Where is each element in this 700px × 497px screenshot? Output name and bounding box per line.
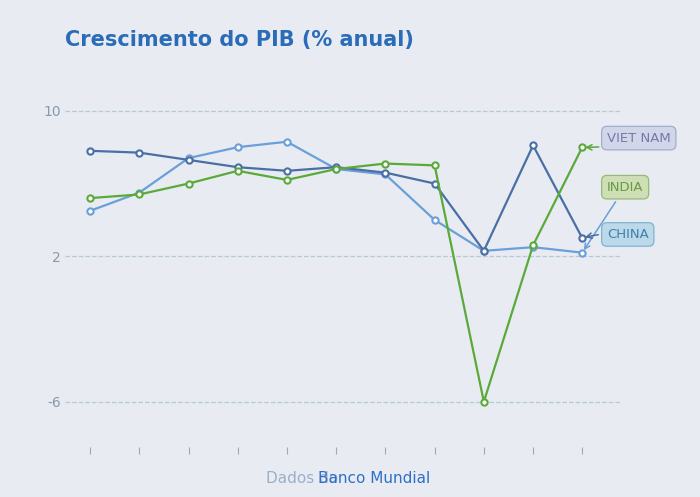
Text: Crescimento do PIB (% anual): Crescimento do PIB (% anual): [66, 30, 414, 50]
Text: VIET NAM: VIET NAM: [587, 132, 671, 150]
Text: CHINA: CHINA: [587, 228, 649, 241]
Text: Dados do: Dados do: [266, 471, 343, 486]
Text: Banco Mundial: Banco Mundial: [318, 471, 430, 486]
Text: INDIA: INDIA: [584, 181, 643, 249]
